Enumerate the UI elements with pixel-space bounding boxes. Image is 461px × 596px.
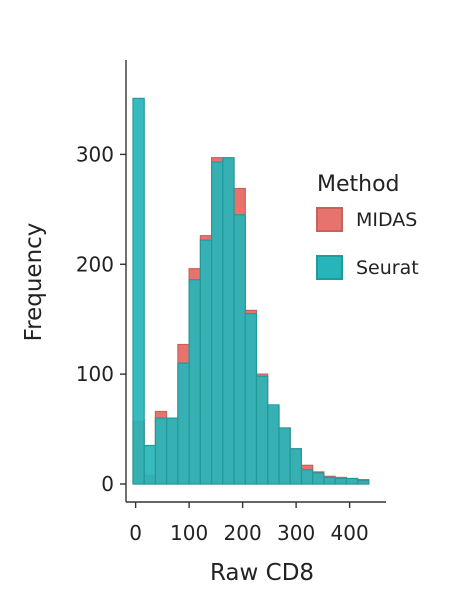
legend-title: Method [317, 172, 400, 197]
x-tick-label: 100 [170, 521, 208, 545]
seurat-bar [278, 427, 291, 485]
legend-item-midas: MIDAS [316, 207, 417, 232]
seurat-bar [289, 448, 303, 485]
x-tick-labels: 0 100 200 300 400 [129, 521, 368, 545]
x-axis-label: Raw CD8 [210, 560, 314, 586]
legend-swatch-midas [316, 207, 343, 232]
seurat-bar [300, 469, 314, 485]
y-tick-labels: 0 100 200 300 [76, 142, 114, 496]
x-tick-label: 0 [129, 521, 142, 545]
legend-swatch-seurat [316, 255, 343, 280]
seurat-series-bars [132, 97, 370, 485]
y-tick-label: 0 [101, 472, 114, 496]
seurat-bar [244, 313, 258, 485]
seurat-bar [211, 161, 224, 485]
seurat-bar [154, 417, 168, 485]
seurat-bar [255, 375, 269, 485]
axes [120, 60, 386, 508]
x-tick-label: 200 [224, 521, 262, 545]
seurat-bar [312, 472, 325, 485]
seurat-bar [357, 480, 370, 485]
y-axis-label: Frequency [21, 223, 47, 342]
seurat-bar [143, 444, 156, 485]
seurat-bar [199, 239, 213, 485]
seurat-bar [334, 477, 348, 485]
seurat-bar [132, 97, 145, 485]
y-tick-label: 300 [76, 142, 114, 166]
seurat-bar [222, 157, 235, 485]
legend-item-seurat: Seurat [316, 255, 419, 280]
seurat-bar [188, 279, 201, 485]
seurat-bar [267, 404, 280, 485]
seurat-bar [233, 214, 246, 485]
y-tick-label: 100 [76, 362, 114, 386]
seurat-bar [177, 362, 190, 485]
legend-label-midas: MIDAS [356, 209, 417, 231]
legend-label-seurat: Seurat [356, 257, 419, 279]
seurat-bar [345, 477, 359, 485]
x-tick-label: 300 [277, 521, 315, 545]
y-tick-label: 200 [76, 252, 114, 276]
seurat-bar [166, 417, 179, 485]
seurat-bar [323, 476, 336, 485]
x-tick-label: 400 [331, 521, 369, 545]
legend: Method MIDAS Seurat [316, 172, 419, 280]
